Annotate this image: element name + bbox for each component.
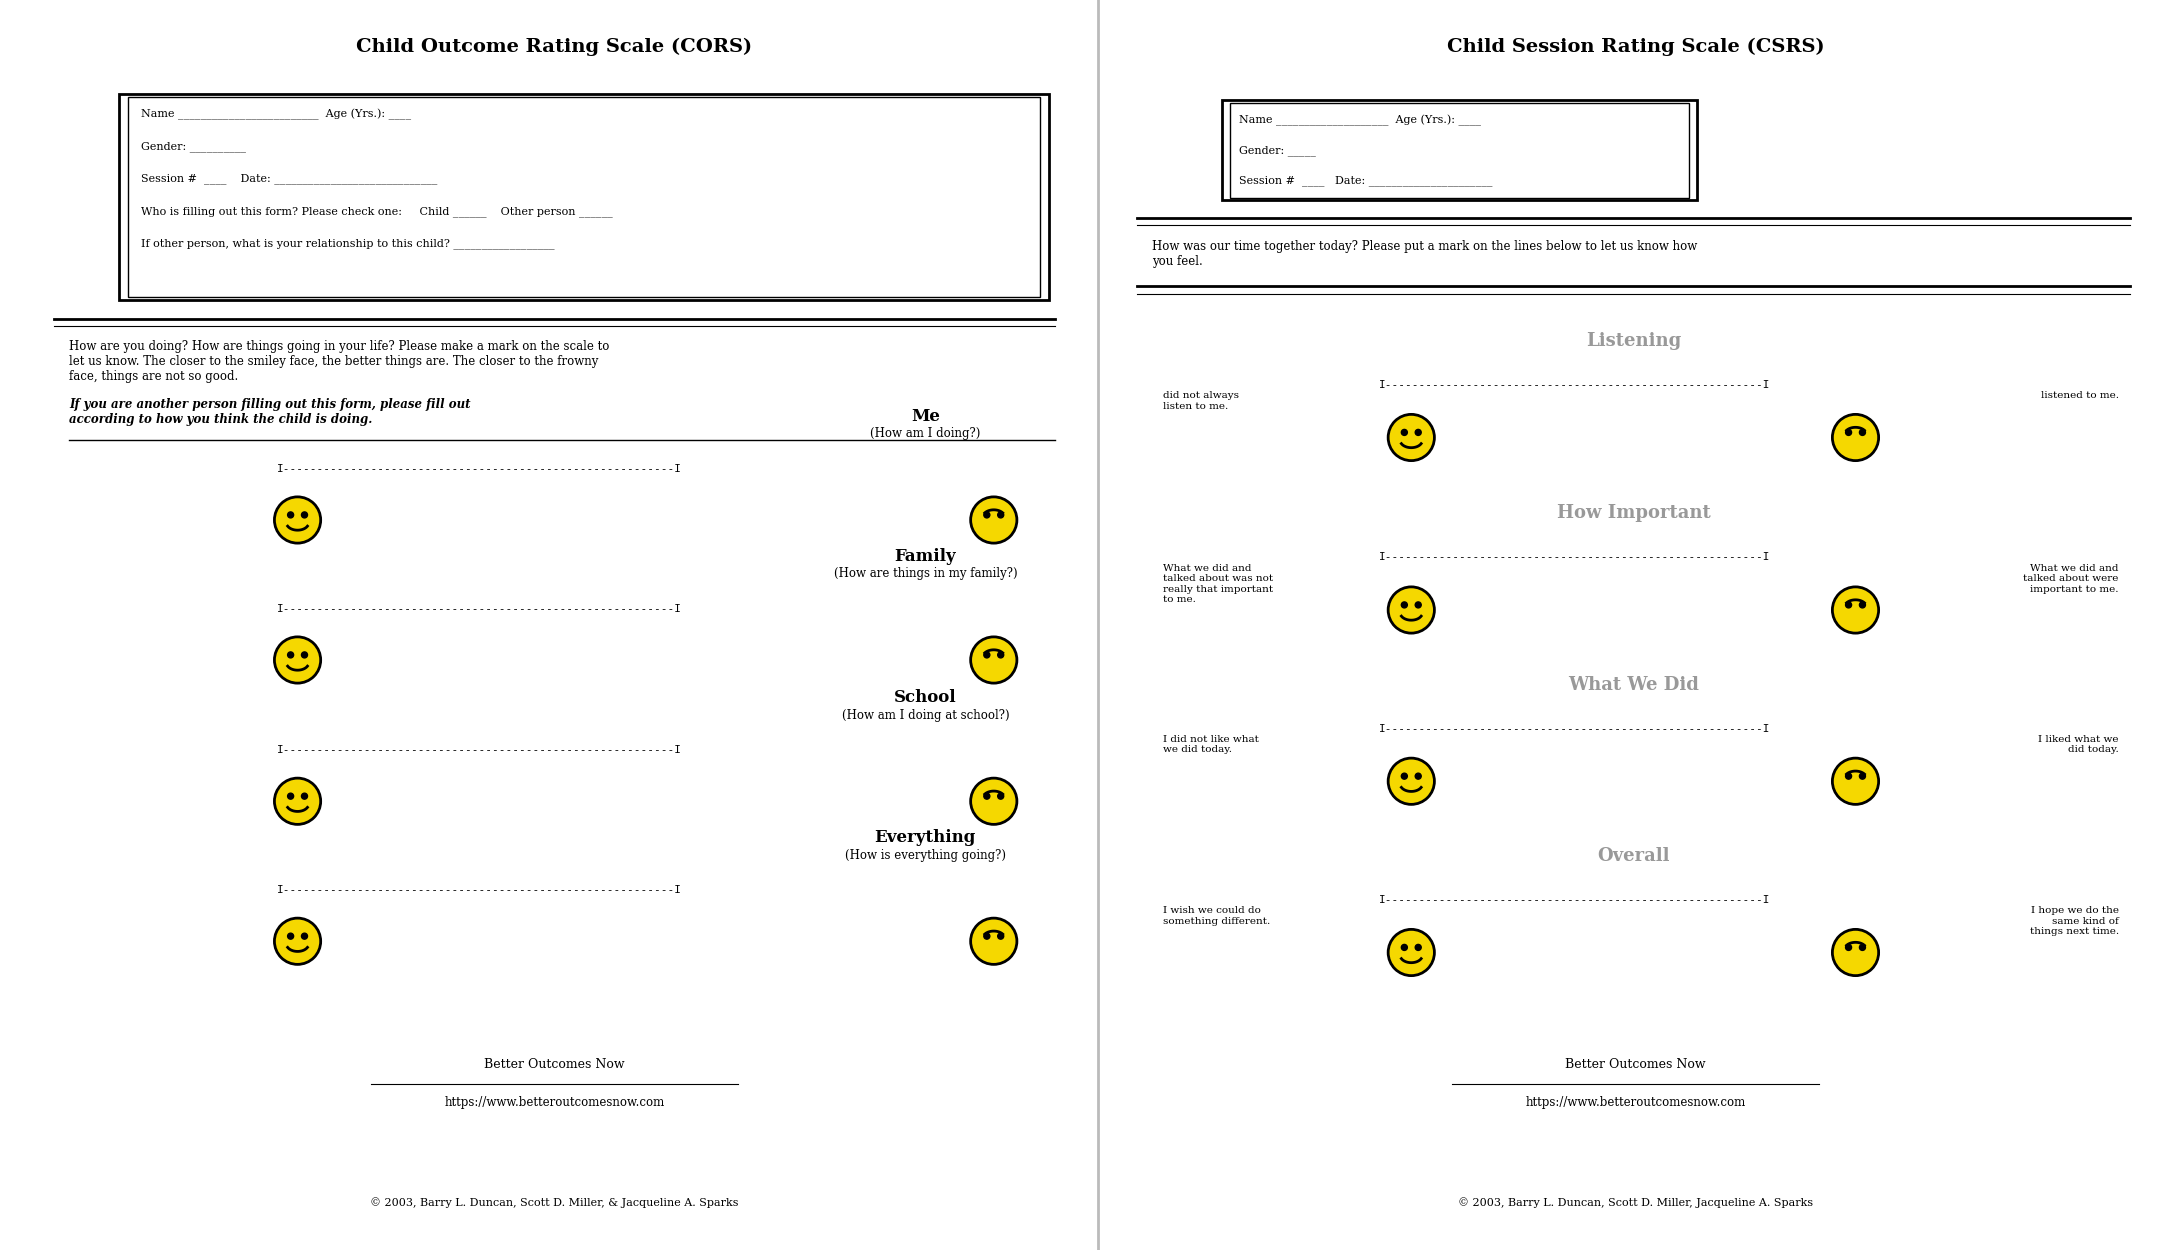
Text: I----------------------------------------------------------I: I---------------------------------------… (277, 885, 681, 895)
Text: How was our time together today? Please put a mark on the lines below to let us : How was our time together today? Please … (1152, 240, 1697, 268)
Ellipse shape (997, 512, 1003, 518)
Ellipse shape (997, 652, 1003, 658)
Ellipse shape (288, 934, 294, 939)
Ellipse shape (984, 794, 990, 799)
Text: What we did and
talked about was not
really that important
to me.: What we did and talked about was not rea… (1163, 564, 1273, 604)
Text: (How am I doing at school?): (How am I doing at school?) (841, 709, 1010, 721)
Text: If other person, what is your relationship to this child? __________________: If other person, what is your relationsh… (141, 239, 553, 250)
Text: Name _________________________  Age (Yrs.): ____: Name _________________________ Age (Yrs.… (141, 109, 411, 120)
Text: Session #  ____    Date: _____________________________: Session # ____ Date: ___________________… (141, 174, 437, 185)
Ellipse shape (1416, 602, 1420, 608)
Text: Me: Me (910, 408, 940, 425)
Text: Gender: __________: Gender: __________ (141, 141, 246, 152)
Text: https://www.betteroutcomesnow.com: https://www.betteroutcomesnow.com (1526, 1096, 1745, 1109)
Ellipse shape (301, 512, 307, 518)
Ellipse shape (971, 778, 1016, 825)
Text: I----------------------------------------------------------I: I---------------------------------------… (277, 745, 681, 755)
Ellipse shape (275, 918, 320, 965)
Ellipse shape (1416, 430, 1420, 435)
Ellipse shape (288, 794, 294, 799)
Text: Child Session Rating Scale (CSRS): Child Session Rating Scale (CSRS) (1446, 38, 1825, 56)
Ellipse shape (1833, 758, 1879, 805)
Text: I liked what we
did today.: I liked what we did today. (2039, 735, 2119, 755)
Text: (How are things in my family?): (How are things in my family?) (835, 568, 1016, 580)
Text: © 2003, Barry L. Duncan, Scott D. Miller, & Jacqueline A. Sparks: © 2003, Barry L. Duncan, Scott D. Miller… (370, 1198, 739, 1208)
Text: I----------------------------------------------------------I: I---------------------------------------… (277, 464, 681, 474)
Ellipse shape (275, 778, 320, 825)
Text: Child Outcome Rating Scale (CORS): Child Outcome Rating Scale (CORS) (357, 38, 752, 56)
Text: Who is filling out this form? Please check one:     Child ______    Other person: Who is filling out this form? Please che… (141, 206, 612, 217)
Text: I--------------------------------------------------------I: I---------------------------------------… (1379, 552, 1771, 562)
Ellipse shape (971, 496, 1016, 542)
Text: Family: Family (895, 548, 956, 565)
Text: Gender: _____: Gender: _____ (1239, 145, 1317, 156)
Ellipse shape (301, 652, 307, 658)
Text: (How am I doing?): (How am I doing?) (869, 428, 982, 440)
Ellipse shape (997, 794, 1003, 799)
Ellipse shape (997, 934, 1003, 939)
Ellipse shape (1859, 430, 1866, 435)
Text: © 2003, Barry L. Duncan, Scott D. Miller, Jacqueline A. Sparks: © 2003, Barry L. Duncan, Scott D. Miller… (1457, 1198, 1814, 1208)
Text: I----------------------------------------------------------I: I---------------------------------------… (277, 604, 681, 614)
Ellipse shape (1846, 774, 1851, 779)
Text: If you are another person filling out this form, please fill out
according to ho: If you are another person filling out th… (69, 398, 471, 425)
Text: I wish we could do
something different.: I wish we could do something different. (1163, 906, 1271, 926)
Ellipse shape (984, 512, 990, 518)
Ellipse shape (1833, 588, 1879, 632)
Text: (How is everything going?): (How is everything going?) (845, 849, 1005, 861)
Text: I--------------------------------------------------------I: I---------------------------------------… (1379, 380, 1771, 390)
Ellipse shape (1388, 415, 1433, 460)
Ellipse shape (1846, 945, 1851, 950)
Ellipse shape (1416, 945, 1420, 950)
Text: What we did and
talked about were
important to me.: What we did and talked about were import… (2024, 564, 2119, 594)
Text: How are you doing? How are things going in your life? Please make a mark on the : How are you doing? How are things going … (69, 340, 610, 382)
Text: Better Outcomes Now: Better Outcomes Now (1565, 1059, 1706, 1071)
Text: Listening: Listening (1585, 332, 1682, 350)
Text: Session #  ____   Date: ______________________: Session # ____ Date: ___________________… (1239, 175, 1492, 186)
Ellipse shape (1859, 945, 1866, 950)
Ellipse shape (1388, 758, 1433, 805)
Text: https://www.betteroutcomesnow.com: https://www.betteroutcomesnow.com (445, 1096, 664, 1109)
Text: School: School (895, 689, 956, 706)
Text: I--------------------------------------------------------I: I---------------------------------------… (1379, 895, 1771, 905)
Ellipse shape (301, 794, 307, 799)
Text: did not always
listen to me.: did not always listen to me. (1163, 391, 1239, 411)
Ellipse shape (1401, 430, 1407, 435)
Ellipse shape (1859, 602, 1866, 608)
Ellipse shape (1833, 930, 1879, 975)
Text: I hope we do the
same kind of
things next time.: I hope we do the same kind of things nex… (2030, 906, 2119, 936)
Text: listened to me.: listened to me. (2041, 391, 2119, 400)
Ellipse shape (1388, 930, 1433, 975)
Ellipse shape (1401, 774, 1407, 779)
Ellipse shape (1846, 602, 1851, 608)
Text: Name ____________________  Age (Yrs.): ____: Name ____________________ Age (Yrs.): __… (1239, 115, 1481, 126)
Ellipse shape (1416, 774, 1420, 779)
Ellipse shape (1401, 945, 1407, 950)
Text: What We Did: What We Did (1567, 676, 1699, 694)
Ellipse shape (275, 496, 320, 542)
Ellipse shape (971, 636, 1016, 682)
Ellipse shape (984, 652, 990, 658)
Ellipse shape (275, 636, 320, 682)
Text: I--------------------------------------------------------I: I---------------------------------------… (1379, 724, 1771, 734)
Ellipse shape (1833, 415, 1879, 460)
Ellipse shape (1859, 774, 1866, 779)
Ellipse shape (984, 934, 990, 939)
Ellipse shape (1846, 430, 1851, 435)
Text: How Important: How Important (1557, 505, 1710, 522)
Text: Overall: Overall (1598, 848, 1669, 865)
Ellipse shape (301, 934, 307, 939)
Text: I did not like what
we did today.: I did not like what we did today. (1163, 735, 1258, 755)
Ellipse shape (971, 918, 1016, 965)
Ellipse shape (288, 512, 294, 518)
Text: Everything: Everything (876, 829, 975, 846)
Text: Better Outcomes Now: Better Outcomes Now (484, 1059, 625, 1071)
Ellipse shape (1388, 588, 1433, 632)
Ellipse shape (1401, 602, 1407, 608)
Ellipse shape (288, 652, 294, 658)
